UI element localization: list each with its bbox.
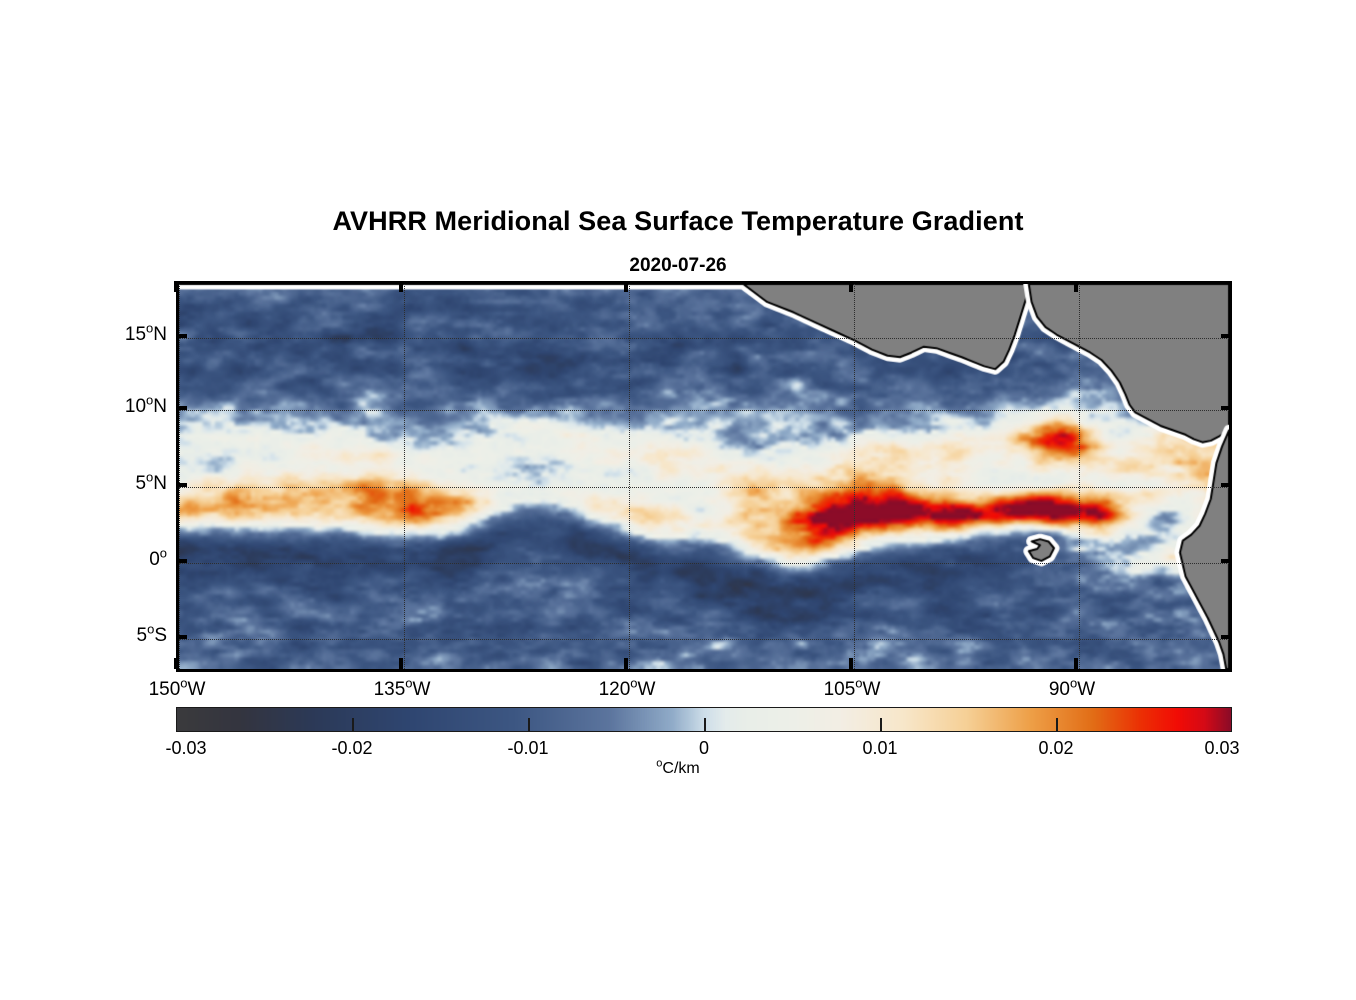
tick-lon-105w-top [849,281,853,292]
ylabel-10n: 10oN [124,392,167,417]
sst-gradient-heatmap [179,284,1229,669]
tick-lon-135w [399,658,403,669]
ylabel-5s: 5oS [136,621,168,646]
cblabel-0.02: 0.02 [1038,738,1074,758]
colorbar-unit-label: oC/km [656,757,700,777]
xlabel-150w: 150oW [148,675,206,700]
cblabel-0.01: 0.01 [862,738,898,758]
tick-lon-135w-top [399,281,403,292]
tick-lon-90w-top [1074,281,1078,292]
ylabel-0: 0o [149,545,167,570]
tick-lat-15n-right [1221,334,1232,338]
xlabel-90w: 90oW [1048,675,1096,700]
cbtick--0.01 [528,718,530,732]
cbtick-0 [704,718,706,732]
tick-lat-10n-right [1221,406,1232,410]
tick-lon-120w-top [624,281,628,292]
tick-lat-5n [176,483,187,487]
xlabel-120w: 120oW [598,675,656,700]
tick-lon-150w [174,658,178,669]
ylabel-5n: 5oN [135,469,167,494]
tick-lat-0-right [1221,559,1232,563]
tick-lat-15n [176,334,187,338]
tick-lon-120w [624,658,628,669]
tick-lat-5s-right [1221,635,1232,639]
tick-lon-105w [849,658,853,669]
figure-subtitle: 2020-07-26 [629,255,727,276]
cblabel--0.03: -0.03 [165,738,207,758]
tick-lon-150w-top [174,281,178,292]
xlabel-135w: 135oW [373,675,431,700]
tick-lat-10n [176,406,187,410]
tick-lat-5s [176,635,187,639]
map-plot-area [176,281,1232,672]
tick-lat-5n-right [1221,483,1232,487]
xlabel-105w: 105oW [823,675,881,700]
cbtick-0.02 [1056,718,1058,732]
tick-lon-90w [1074,658,1078,669]
cbtick--0.02 [352,718,354,732]
tick-lat-0 [176,559,187,563]
cblabel-0: 0 [698,738,710,758]
cblabel--0.01: -0.01 [507,738,549,758]
cbtick-0.01 [880,718,882,732]
cblabel--0.02: -0.02 [331,738,373,758]
cblabel-0.03: 0.03 [1204,738,1240,758]
page-title: AVHRR Meridional Sea Surface Temperature… [332,206,1024,236]
ylabel-15n: 15oN [124,320,167,345]
